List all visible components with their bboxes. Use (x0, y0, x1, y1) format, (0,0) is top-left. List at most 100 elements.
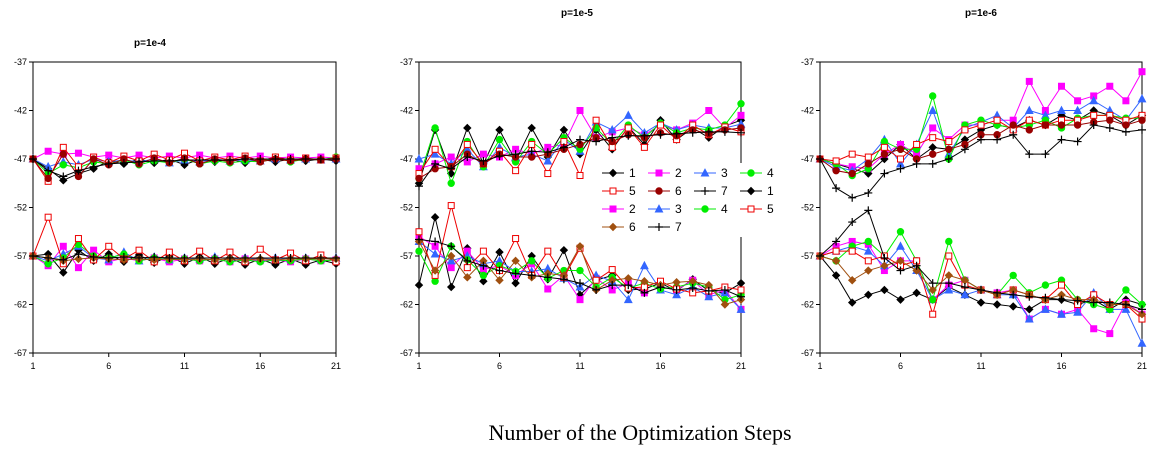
data-point (832, 237, 841, 246)
x-tick-label: 1 (30, 361, 35, 371)
data-point (195, 155, 204, 164)
data-point (196, 247, 204, 255)
data-point (447, 164, 456, 173)
data-point (928, 105, 938, 114)
data-point (848, 218, 857, 227)
y-tick-label: -37 (400, 57, 413, 67)
legend-marker (655, 223, 663, 231)
y-tick-label: -57 (400, 251, 413, 261)
legend-label: 6 (675, 184, 682, 198)
data-point (848, 150, 856, 158)
data-point (1121, 127, 1130, 136)
data-point (1025, 77, 1033, 85)
data-point (864, 257, 872, 265)
legend-label: 1 (767, 184, 774, 198)
data-point (415, 182, 423, 191)
legend-label: 5 (767, 202, 774, 216)
data-point (1138, 125, 1146, 134)
data-point (559, 143, 568, 152)
data-point (736, 278, 746, 288)
data-point (993, 135, 1002, 144)
data-point (929, 134, 937, 142)
data-point (512, 167, 520, 175)
data-point (944, 271, 954, 280)
legend-item: 3 (694, 166, 728, 180)
data-point (241, 253, 250, 262)
data-point (640, 143, 648, 151)
data-point (1074, 97, 1082, 105)
series-7 (816, 121, 1146, 202)
data-point (928, 285, 937, 295)
data-point (1057, 135, 1066, 144)
data-point (414, 280, 424, 290)
data-point (430, 249, 440, 258)
data-point (737, 292, 745, 301)
data-point (896, 164, 905, 173)
data-point (944, 155, 953, 163)
legend-marker (747, 169, 755, 177)
data-point (720, 300, 730, 309)
data-point (511, 256, 520, 266)
x-tick-label: 11 (180, 361, 189, 371)
data-point (135, 157, 144, 166)
data-point (431, 145, 439, 153)
data-point (576, 296, 584, 304)
data-point (945, 138, 953, 146)
data-point (332, 253, 340, 262)
data-point (864, 206, 873, 215)
data-point (896, 295, 905, 304)
legend-item: 4 (740, 166, 774, 180)
data-point (737, 111, 745, 119)
data-point (639, 260, 649, 270)
data-point (1105, 123, 1114, 132)
data-point (928, 279, 937, 288)
y-tick-label: -62 (801, 300, 814, 310)
data-point (816, 252, 824, 260)
data-point (119, 158, 128, 167)
data-point (1105, 298, 1114, 307)
data-point (1024, 314, 1034, 323)
data-point (195, 253, 204, 262)
data-point (316, 253, 325, 262)
data-point (656, 283, 665, 292)
data-point (592, 116, 600, 124)
legend-item: 2 (602, 202, 636, 216)
data-point (1008, 302, 1018, 311)
y-tick-label: -47 (14, 154, 27, 164)
data-point (1009, 290, 1018, 299)
data-point (544, 170, 552, 178)
data-point (301, 253, 310, 262)
data-point (1089, 298, 1098, 307)
x-tick-label: 16 (255, 361, 265, 371)
data-point (431, 237, 440, 246)
data-point (864, 160, 872, 168)
data-point (912, 288, 921, 298)
x-tick-label: 21 (736, 361, 746, 371)
data-point (1106, 116, 1114, 124)
data-point (607, 125, 617, 134)
data-point (896, 241, 905, 250)
x-tick-label: 6 (898, 361, 903, 371)
data-point (929, 295, 937, 304)
data-point (90, 246, 98, 254)
data-point (1090, 111, 1098, 119)
data-point (104, 253, 113, 262)
data-point (316, 155, 325, 163)
series-14 (29, 250, 340, 264)
data-point (1009, 121, 1017, 129)
data-point (608, 266, 616, 274)
data-point (1122, 97, 1130, 105)
data-point (430, 266, 440, 275)
legend-label: 1 (629, 166, 636, 180)
data-point (44, 147, 52, 155)
data-point (447, 179, 455, 187)
data-point (592, 276, 600, 284)
panel-title: p=1e-4 (134, 38, 166, 49)
data-point (1024, 105, 1034, 114)
data-point (271, 253, 280, 262)
legend-marker (608, 222, 618, 232)
y-tick-label: -57 (14, 251, 27, 261)
y-tick-label: -52 (400, 203, 413, 213)
data-point (415, 235, 423, 244)
data-point (1041, 293, 1050, 302)
